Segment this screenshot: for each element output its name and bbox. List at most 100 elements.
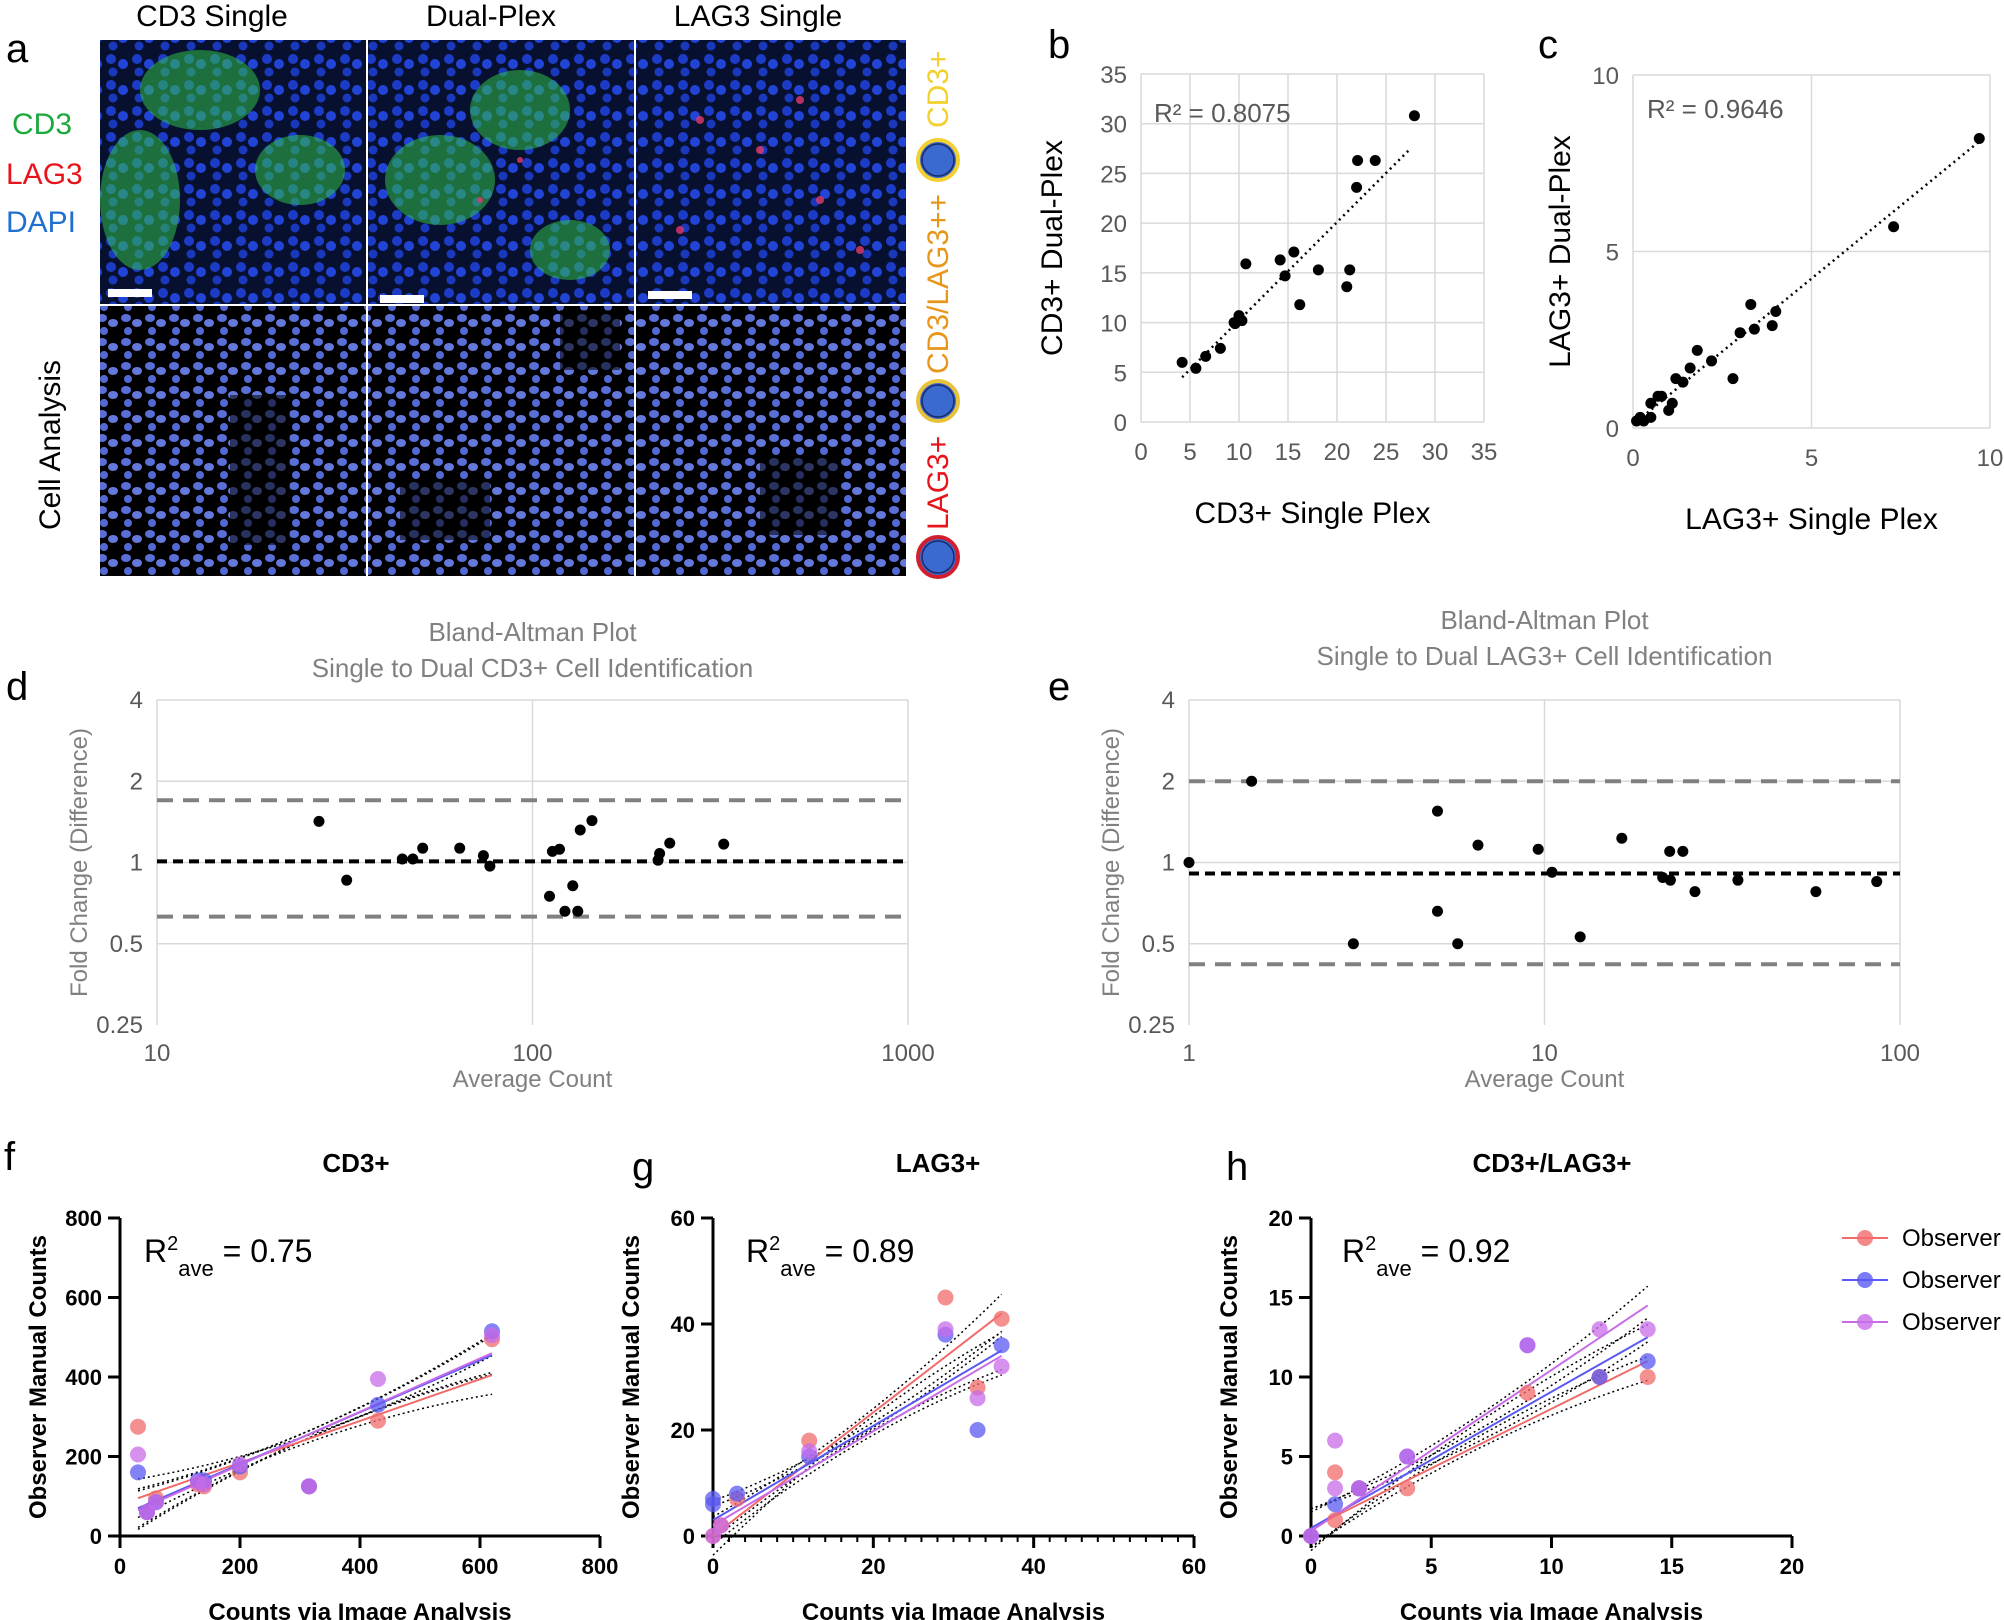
phenotype-label-lag3: LAG3+ xyxy=(922,436,955,530)
data-point xyxy=(1645,411,1657,423)
data-point xyxy=(1546,866,1558,878)
chart-title: CD3+ xyxy=(322,1148,389,1178)
confidence-band xyxy=(712,1293,1003,1518)
data-point-observer-1 xyxy=(370,1412,386,1429)
x-tick-label: 600 xyxy=(462,1554,499,1579)
data-point xyxy=(574,824,586,836)
phenotype-circle-lag3 xyxy=(916,535,960,579)
stain-label-cd3: CD3 xyxy=(12,108,72,141)
x-tick-label: 10 xyxy=(144,1040,171,1067)
data-point xyxy=(1351,181,1363,193)
data-point-observer-2 xyxy=(370,1396,386,1413)
legend-label-2: Observer 2 xyxy=(1902,1267,2004,1294)
y-tick-label: 60 xyxy=(671,1206,695,1231)
legend-label-1: Observer 1 xyxy=(1902,1225,2004,1252)
x-tick-label: 0 xyxy=(1626,445,1639,472)
y-tick-label: 0.5 xyxy=(1142,931,1175,958)
data-point xyxy=(1689,886,1701,898)
data-point-observer-3 xyxy=(130,1446,146,1463)
column-title-cd3-single: CD3 Single xyxy=(136,0,288,33)
data-point-observer-3 xyxy=(801,1443,818,1460)
data-point-observer-3 xyxy=(937,1321,954,1338)
data-point xyxy=(1888,221,1900,233)
confidence-band xyxy=(712,1331,1002,1556)
phenotype-label-cd3-lag3: CD3/LAG3++ xyxy=(922,194,955,374)
y-tick-label: 4 xyxy=(1162,687,1175,714)
confidence-band xyxy=(712,1330,1003,1502)
data-point xyxy=(1574,931,1586,943)
r-squared-label: R² = 0.9646 xyxy=(1647,94,1784,124)
legend-marker-1 xyxy=(1857,1230,1873,1246)
data-point xyxy=(1664,845,1676,857)
data-point xyxy=(1748,323,1760,335)
fit-line-observer-3 xyxy=(712,1354,1003,1527)
chart-g-lag3-observers: g LAG3+ 0 20 40 60 0 20 40 60 R2ave = 0.89 Counts v… xyxy=(618,1145,1206,1620)
panel-letter-b: b xyxy=(1048,23,1070,67)
data-point-observer-2 xyxy=(1591,1369,1608,1385)
image-lag3-single-analysis xyxy=(636,306,906,576)
chart-d-bland-altman-cd3: d Bland-Altman Plot Single to Dual CD3+ Ce… xyxy=(6,617,935,1093)
data-point-observer-3 xyxy=(301,1478,317,1495)
data-point xyxy=(586,815,598,827)
data-point-observer-1 xyxy=(1519,1384,1536,1401)
data-point xyxy=(1691,344,1703,356)
confidence-band xyxy=(137,1393,493,1519)
r-squared-sub: ave xyxy=(780,1256,815,1281)
r-squared-sup: 2 xyxy=(167,1233,178,1255)
data-point xyxy=(664,837,676,849)
scale-bar-3 xyxy=(648,291,692,299)
x-tick-label: 60 xyxy=(1182,1554,1206,1579)
data-point-observer-2 xyxy=(993,1337,1010,1354)
chart-title: Bland-Altman Plot xyxy=(1440,605,1649,635)
data-point-observer-3 xyxy=(1591,1321,1608,1338)
x-axis-label: Counts via Image Analysis xyxy=(1400,1599,1703,1620)
data-point xyxy=(567,880,579,892)
data-point xyxy=(553,843,565,855)
chart-f-cd3-observers: f CD3+ 0 200 400 600 800 0 200 400 600 800 R2ave = 0… xyxy=(4,1135,618,1620)
confidence-band xyxy=(1310,1379,1648,1548)
data-point xyxy=(1236,315,1248,327)
y-tick-label: 5 xyxy=(1606,240,1619,267)
y-tick-label: 30 xyxy=(1100,112,1127,139)
x-tick-label: 100 xyxy=(512,1040,552,1067)
data-point xyxy=(559,905,571,917)
y-tick-label: 5 xyxy=(1114,360,1127,387)
data-point xyxy=(1871,876,1883,888)
r-squared-sup: 2 xyxy=(1365,1233,1376,1255)
column-title-dual-plex: Dual-Plex xyxy=(426,0,556,33)
data-point-observer-3 xyxy=(484,1327,500,1344)
data-point-observer-1 xyxy=(1327,1512,1344,1529)
data-point-observer-3 xyxy=(370,1370,386,1387)
x-tick-label: 10 xyxy=(1226,439,1253,466)
data-point-observer-1 xyxy=(1399,1480,1416,1497)
data-point-observer-1 xyxy=(1639,1369,1656,1385)
panel-a: a CD3 Single Dual-Plex LAG3 Single CD3 L… xyxy=(6,0,960,579)
data-point xyxy=(396,853,408,865)
data-point-observer-3 xyxy=(196,1476,212,1493)
data-point xyxy=(1745,298,1757,310)
x-tick-label: 0 xyxy=(114,1554,126,1579)
y-tick-label: 600 xyxy=(65,1286,102,1311)
y-tick-label: 0.25 xyxy=(96,1012,143,1039)
y-tick-label: 0.5 xyxy=(110,931,143,958)
x-tick-label: 200 xyxy=(222,1554,259,1579)
y-axis-label: Fold Change (Difference) xyxy=(66,728,93,997)
x-tick-label: 1000 xyxy=(881,1040,934,1067)
data-point xyxy=(1656,390,1668,402)
x-tick-label: 20 xyxy=(861,1554,885,1579)
y-tick-label: 20 xyxy=(1100,211,1127,238)
scale-bar-1 xyxy=(108,289,152,297)
y-tick-label: 0 xyxy=(1281,1524,1293,1549)
data-point xyxy=(1452,938,1464,950)
data-point xyxy=(407,853,419,865)
r-squared-label: R² = 0.8075 xyxy=(1154,98,1291,128)
y-tick-label: 800 xyxy=(65,1206,102,1231)
r-squared-label: R2ave = 0.89 xyxy=(746,1233,914,1281)
legend-label-3: Observer 3 xyxy=(1902,1309,2004,1336)
panel-letter-h: h xyxy=(1226,1145,1248,1189)
chart-b-cd3-scatter: b 0 5 10 15 20 25 30 35 0 5 10 15 20 25 30 35 R² = 0.8075… xyxy=(1036,23,1497,530)
y-tick-label: 0.25 xyxy=(1128,1012,1175,1039)
r-squared-sub: ave xyxy=(1376,1256,1411,1281)
r-squared-value: = 0.89 xyxy=(816,1233,915,1269)
